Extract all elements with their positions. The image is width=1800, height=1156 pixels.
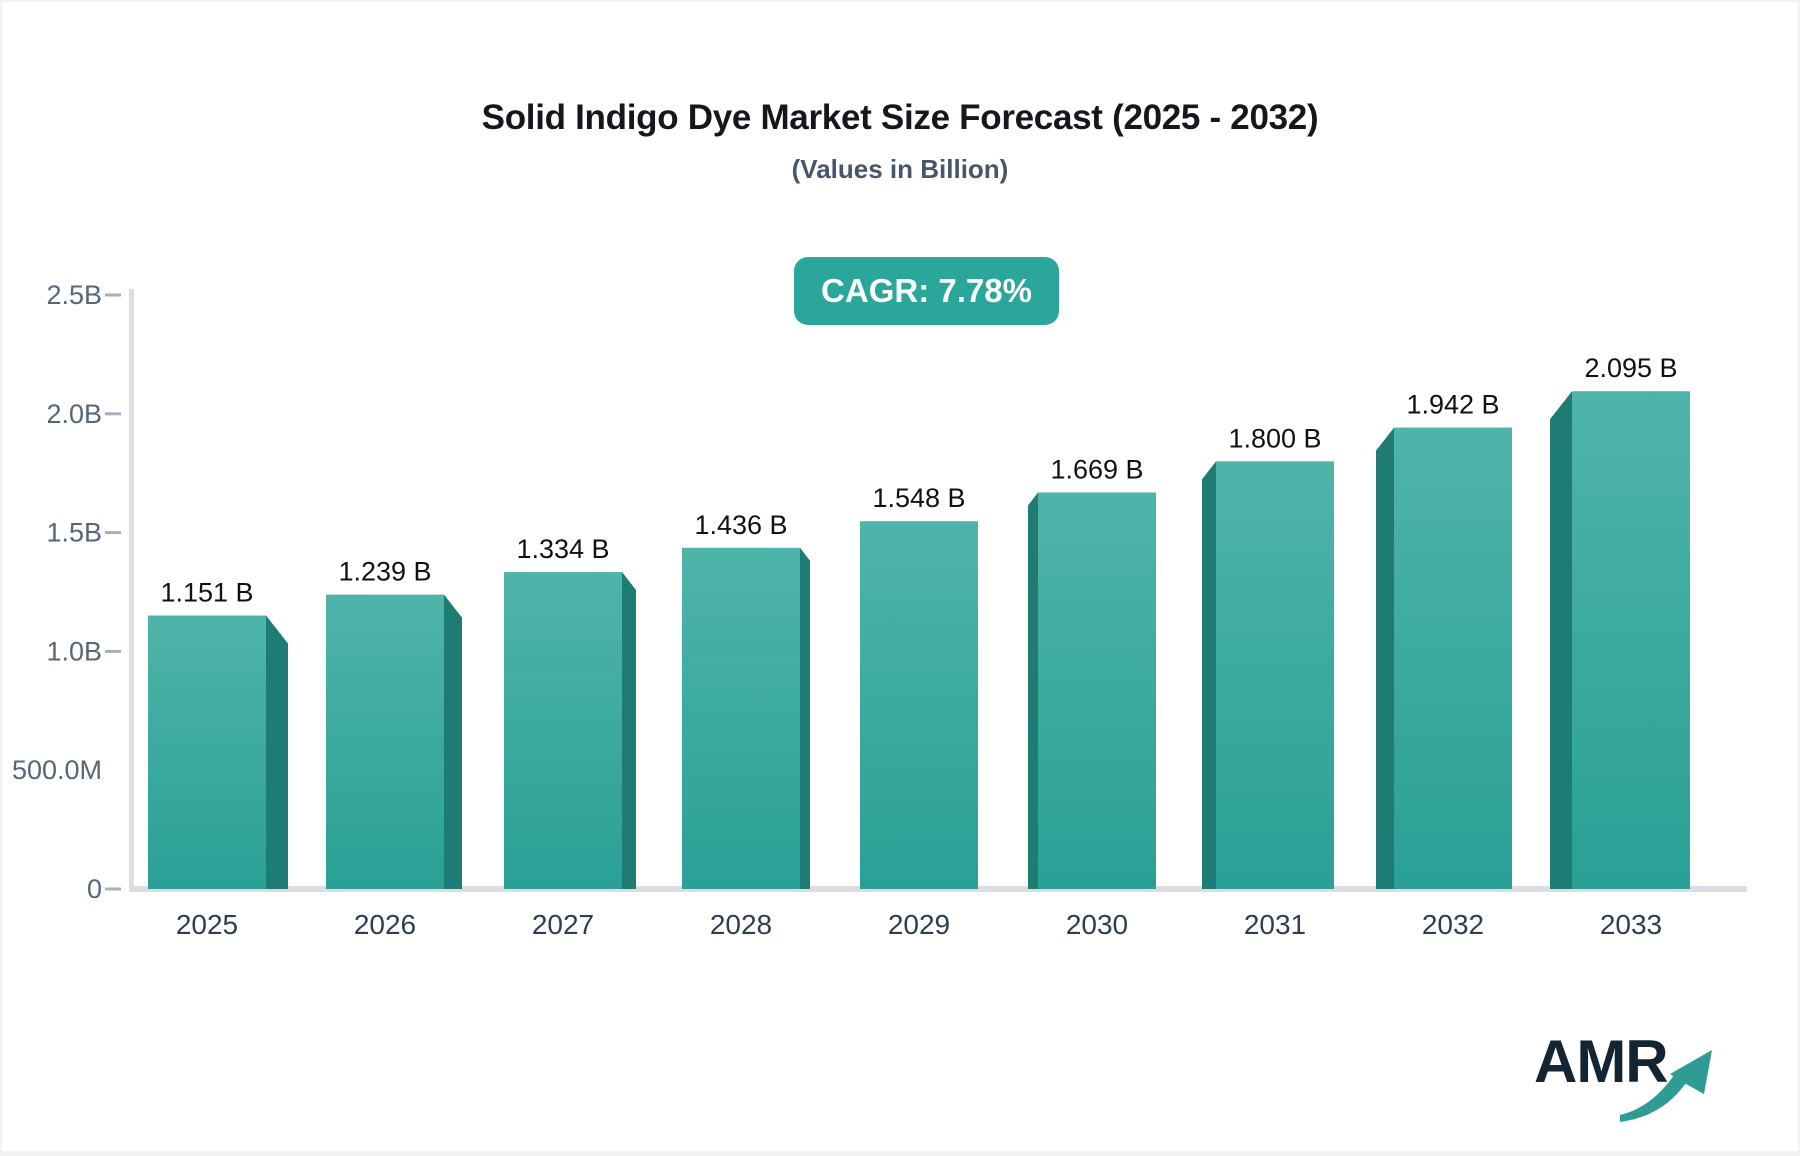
chart-title: Solid Indigo Dye Market Size Forecast (2…: [481, 98, 1319, 137]
bar-value-label: 1.436 B: [694, 510, 787, 540]
bar-side-face: [622, 572, 636, 889]
bar-value-label: 1.334 B: [516, 534, 609, 564]
bar-2028: [682, 547, 800, 889]
y-axis-label: 0: [87, 874, 102, 904]
bar-value-label: 1.151 B: [160, 578, 253, 608]
bar-value-label: 1.239 B: [338, 557, 431, 587]
bar-side-face: [800, 547, 810, 889]
y-axis-label: 1.0B: [46, 636, 102, 666]
x-axis-label: 2029: [888, 909, 950, 940]
y-axis-label: 500.0M: [12, 755, 102, 785]
amr-logo: AMR: [1534, 1030, 1734, 1125]
bar-2030: [1038, 492, 1156, 889]
x-axis-label: 2032: [1422, 909, 1484, 940]
bar-side-face: [1028, 492, 1038, 889]
x-axis-label: 2030: [1066, 909, 1128, 940]
x-axis-label: 2033: [1600, 909, 1662, 940]
y-axis-line: [129, 289, 134, 892]
bar-2031: [1216, 461, 1334, 889]
bar-2029: [860, 521, 978, 889]
y-axis-label: 2.0B: [46, 399, 102, 429]
bar-value-label: 1.548 B: [872, 483, 965, 513]
chart-subtitle: (Values in Billion): [791, 154, 1009, 184]
labels-layer: 1.151 B 2025 1.239 B 2026 1.334 B 2027 1.436 B…: [160, 353, 1677, 940]
y-axis-tick: [105, 293, 121, 297]
growth-arrow-icon: [1620, 1050, 1712, 1122]
x-axis-label: 2025: [176, 909, 238, 940]
bar-value-label: 1.669 B: [1050, 454, 1143, 484]
y-axis-tick: [105, 887, 121, 891]
bar-side-face: [1202, 461, 1216, 889]
bar-side-face: [444, 594, 462, 889]
bar-2033: [1572, 391, 1690, 889]
bar-2027: [504, 572, 622, 889]
x-axis-label: 2027: [532, 909, 594, 940]
y-axis-label: 1.5B: [46, 518, 102, 548]
bar-2026: [326, 594, 444, 889]
bar-value-label: 1.800 B: [1228, 423, 1321, 453]
amr-logo-text: AMR: [1534, 1028, 1669, 1095]
bar-side-face: [1376, 427, 1394, 889]
x-axis-label: 2031: [1244, 909, 1306, 940]
bar-2025: [148, 615, 266, 889]
bar-value-label: 2.095 B: [1584, 353, 1677, 383]
bars-layer: [148, 391, 1690, 889]
y-axis-tick: [105, 649, 121, 653]
y-axis-tick: [105, 412, 121, 416]
y-axis-label: 2.5B: [46, 280, 102, 310]
x-axis-label: 2026: [354, 909, 416, 940]
bar-side-face: [266, 615, 288, 889]
bar-side-face: [1550, 391, 1572, 889]
y-axis-tick: [105, 531, 121, 535]
bar-2032: [1394, 427, 1512, 889]
cagr-badge: CAGR: 7.78%: [794, 257, 1059, 325]
bar-value-label: 1.942 B: [1406, 390, 1499, 420]
x-axis-label: 2028: [710, 909, 772, 940]
